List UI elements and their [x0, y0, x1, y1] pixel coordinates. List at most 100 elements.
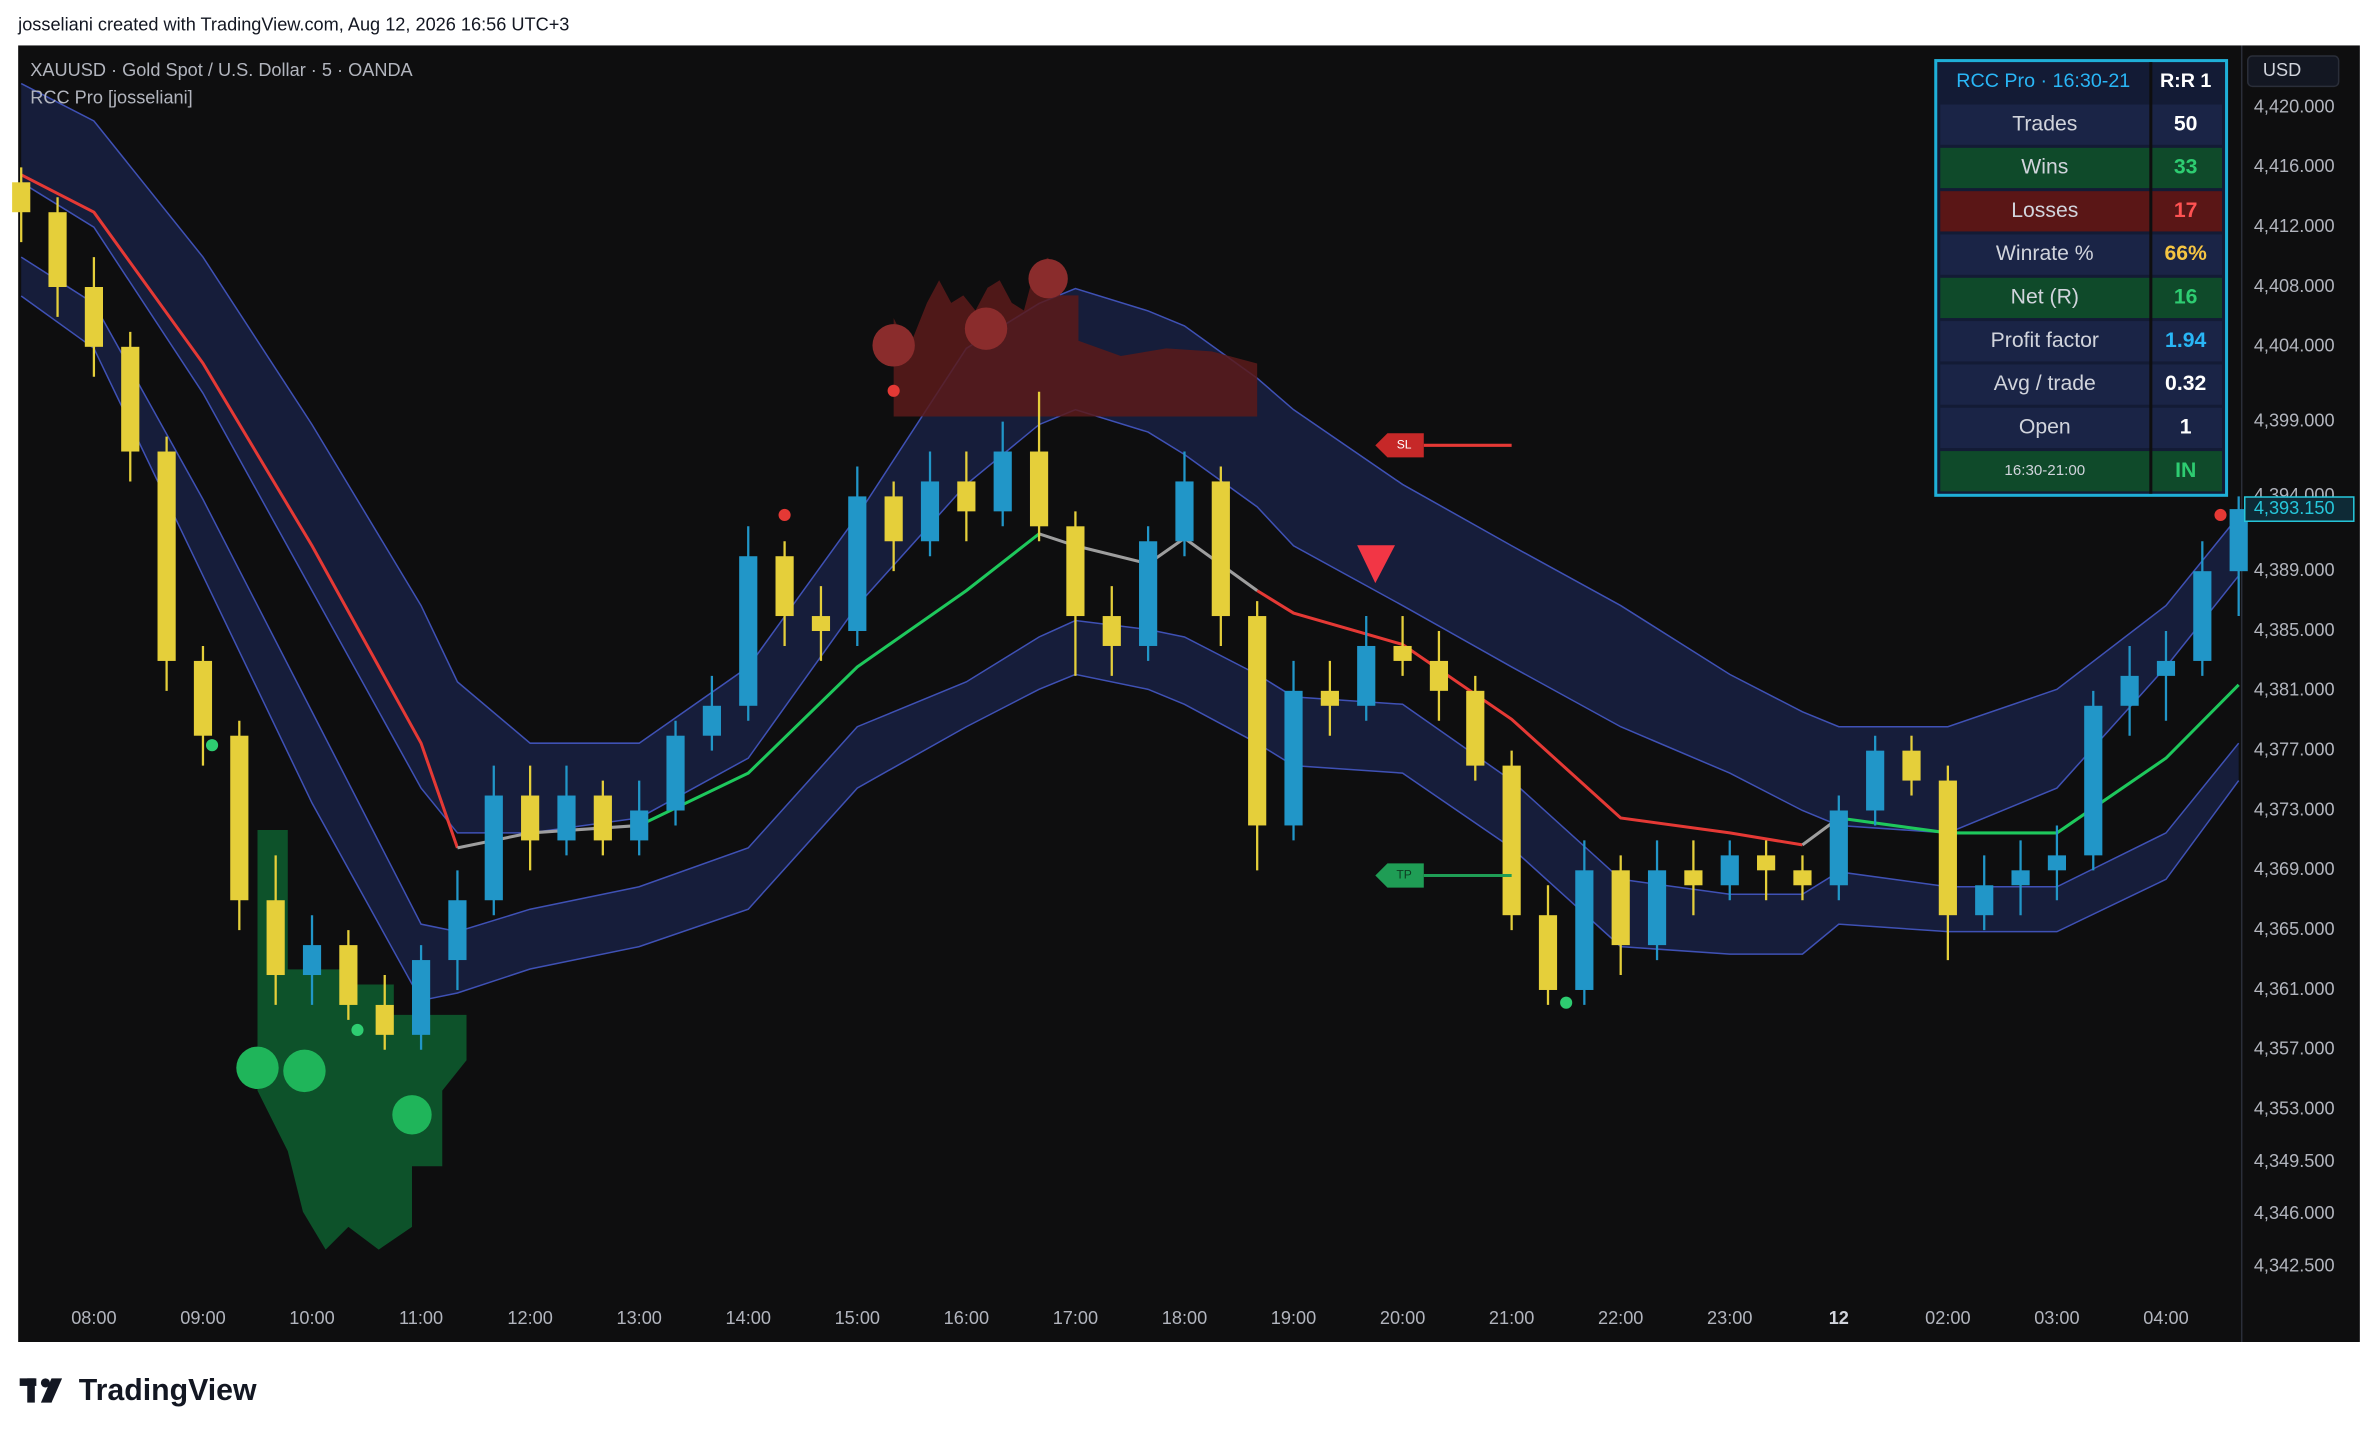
candle-body: [1938, 780, 1957, 916]
y-tick-label: 4,349.500: [2254, 1151, 2335, 1171]
candle-body: [2047, 855, 2067, 871]
y-tick-label: 4,389.000: [2254, 560, 2335, 580]
tp-tag: [1375, 863, 1424, 888]
row-label: Trades: [2012, 112, 2077, 135]
sl-label: SL: [1397, 438, 1412, 452]
candle-body: [739, 556, 758, 706]
candle-body: [993, 451, 1012, 512]
table-row: [1940, 277, 2223, 319]
currency-box: [2247, 55, 2340, 88]
candle-body: [2120, 675, 2139, 706]
table-row: [1940, 234, 2223, 275]
row-value: 0.32: [2165, 372, 2206, 395]
candle-body: [521, 795, 540, 841]
x-tick-label: 08:00: [71, 1308, 116, 1328]
footer-logo: TradingView: [19, 1374, 257, 1407]
supply-zone: [893, 257, 1258, 417]
candle-body: [775, 556, 794, 617]
candle-body: [1647, 870, 1667, 946]
currency: USD: [2263, 60, 2301, 80]
candle-body: [1429, 660, 1449, 691]
buy-signal: [392, 1095, 432, 1135]
x-tick-label: 16:00: [944, 1308, 989, 1328]
x-tick-label: 21:00: [1489, 1308, 1534, 1328]
candle-body: [2084, 705, 2103, 856]
candle-body: [1466, 690, 1485, 766]
y-tick-label: 4,404.000: [2254, 336, 2335, 356]
candle-body: [1866, 750, 1885, 811]
row-label: Avg / trade: [1994, 372, 2096, 395]
x-tick-label: 12:00: [507, 1308, 552, 1328]
candle-body: [848, 496, 867, 632]
table-row: [1940, 364, 2223, 405]
x-tick-label: 03:00: [2034, 1308, 2079, 1328]
band-area: [21, 83, 2239, 833]
x-tick-label: 15:00: [835, 1308, 880, 1328]
stats-table: RCC Pro · 16:30-21 R:R 1 Trades 50 Wins 33 L…: [1934, 59, 2229, 497]
candle-body: [920, 481, 940, 542]
candle-body: [1393, 645, 1412, 661]
candle-body: [1284, 690, 1303, 826]
table-row: [1940, 104, 2223, 145]
candle-body: [1975, 885, 1994, 916]
candle-body: [121, 346, 140, 452]
candle-body: [157, 451, 176, 661]
x-tick-label: 10:00: [289, 1308, 334, 1328]
candle-body: [12, 182, 31, 213]
row-label: Profit factor: [1991, 329, 2099, 352]
row-label: 16:30-21:00: [2004, 462, 2085, 479]
dot: [351, 1023, 364, 1037]
row-label: Winrate %: [1996, 242, 2094, 265]
symbol-legend: XAUUSD · Gold Spot / U.S. Dollar · 5 · O…: [30, 60, 413, 80]
table-row: [1940, 147, 2223, 189]
candle-body: [1102, 616, 1121, 646]
candle-body: [630, 810, 649, 841]
row-label: Open: [2019, 415, 2071, 438]
sell-signal: [964, 307, 1008, 350]
candle-body: [2193, 571, 2212, 661]
x-tick-label: 17:00: [1053, 1308, 1098, 1328]
candle-body: [1248, 616, 1267, 826]
y-tick-label: 4,369.000: [2254, 859, 2335, 879]
x-tick-label: 09:00: [180, 1308, 225, 1328]
candle-body: [1175, 481, 1194, 542]
zones: [236, 257, 1258, 1250]
candle-body: [2156, 660, 2176, 676]
candle-body: [593, 795, 612, 841]
candle-body: [1538, 915, 1558, 990]
y-tick-label: 4,385.000: [2254, 620, 2335, 640]
x-tick-label: 20:00: [1380, 1308, 1425, 1328]
y-tick-label: 4,412.000: [2254, 216, 2335, 236]
x-tick-label: 02:00: [1925, 1308, 1970, 1328]
markers: SL TP: [205, 384, 2227, 1037]
mid-line: [20, 173, 1803, 849]
y-tick-label: 4,408.000: [2254, 276, 2335, 296]
candle-body: [1502, 765, 1521, 916]
dot: [2214, 508, 2227, 522]
y-tick-label: 4,357.000: [2254, 1039, 2335, 1059]
table-row: [1940, 191, 2223, 232]
candles: [12, 167, 2248, 1050]
sell-signal: [872, 324, 915, 367]
candle-body: [1757, 855, 1776, 871]
x-tick-label: 12: [1829, 1308, 1849, 1328]
last-price-box: [2243, 496, 2355, 522]
tp-label: TP: [1396, 868, 1411, 882]
attribution: josseliani created with TradingView.com,…: [17, 15, 569, 35]
y-tick-label: 4,420.000: [2254, 96, 2335, 116]
x-tick-label: 18:00: [1162, 1308, 1207, 1328]
buy-signal: [236, 1046, 279, 1090]
x-tick-label: 19:00: [1271, 1308, 1316, 1328]
row-value: 17: [2174, 199, 2198, 222]
candle-body: [411, 960, 431, 1035]
dot: [205, 739, 219, 752]
row-value: 66%: [2164, 242, 2207, 265]
row-value: 16: [2174, 286, 2198, 309]
row-value: IN: [2175, 459, 2196, 482]
table-row: [1940, 407, 2223, 449]
candle-body: [1029, 451, 1049, 527]
candle-body: [1066, 526, 1085, 617]
